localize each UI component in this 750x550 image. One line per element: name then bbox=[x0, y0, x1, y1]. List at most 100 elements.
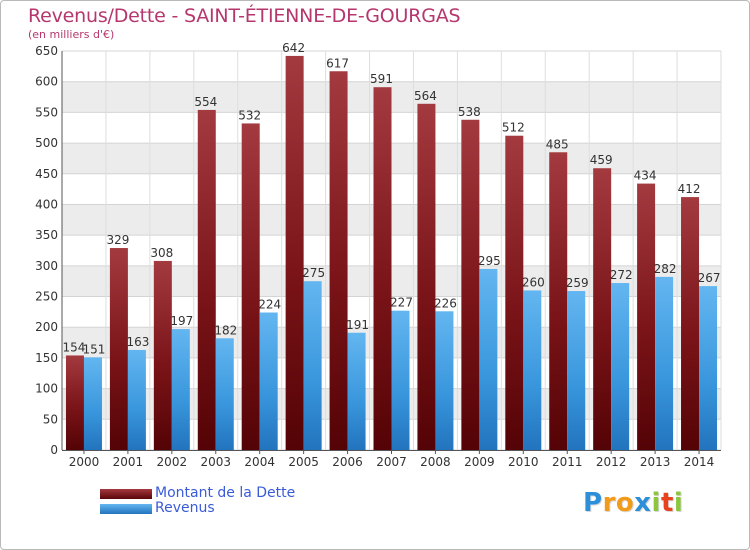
bar-revenus bbox=[655, 276, 674, 450]
logo-letter: o bbox=[615, 488, 635, 518]
y-tick-label: 250 bbox=[35, 290, 58, 304]
data-label-revenus: 182 bbox=[214, 323, 237, 337]
y-tick-label: 200 bbox=[35, 320, 58, 334]
y-tick-label: 550 bbox=[35, 105, 58, 119]
logo-letter: t bbox=[660, 488, 674, 518]
y-tick-label: 650 bbox=[35, 44, 58, 58]
bar-dette bbox=[461, 119, 480, 451]
legend-swatch-revenus bbox=[100, 504, 152, 514]
bar-revenus bbox=[435, 311, 454, 450]
y-tick-label: 100 bbox=[35, 382, 58, 396]
legend-swatch-debt bbox=[100, 489, 152, 499]
bar-revenus bbox=[523, 290, 542, 450]
data-label-revenus: 295 bbox=[478, 254, 501, 268]
bar-dette bbox=[593, 168, 612, 450]
bar-dette bbox=[109, 248, 128, 450]
y-tick-label: 150 bbox=[35, 351, 58, 365]
x-tick-label: 2005 bbox=[288, 455, 319, 469]
chart-title: Revenus/Dette - SAINT-ÉTIENNE-DE-GOURGAS bbox=[28, 5, 461, 27]
data-label-revenus: 275 bbox=[302, 266, 325, 280]
data-label-revenus: 224 bbox=[258, 297, 281, 311]
bar-dette bbox=[197, 109, 216, 450]
y-tick-label: 0 bbox=[50, 443, 58, 457]
data-label-dette: 308 bbox=[150, 246, 173, 260]
data-label-revenus: 272 bbox=[610, 268, 633, 282]
x-tick-label: 2006 bbox=[332, 455, 363, 469]
data-label-dette: 412 bbox=[678, 182, 701, 196]
data-label-revenus: 259 bbox=[566, 276, 589, 290]
bar-revenus bbox=[127, 349, 146, 450]
data-label-dette: 591 bbox=[370, 72, 393, 86]
legend-label-debt: Montant de la Dette bbox=[155, 485, 296, 501]
y-tick-label: 600 bbox=[35, 75, 58, 89]
axes: 0 50 100 150 200 250 300 350 400 450 500 550 600 650 2… bbox=[35, 44, 721, 469]
x-tick-label: 2002 bbox=[157, 455, 188, 469]
bar-dette bbox=[65, 355, 84, 450]
proxiti-logo: Proxiti bbox=[583, 488, 683, 518]
data-label-revenus: 197 bbox=[170, 314, 193, 328]
bar-revenus bbox=[699, 286, 718, 450]
legend-label-revenus: Revenus bbox=[155, 500, 215, 516]
bar-revenus bbox=[171, 329, 190, 450]
data-label-dette: 617 bbox=[326, 56, 349, 70]
x-tick-label: 2007 bbox=[376, 455, 407, 469]
x-tick-label: 2011 bbox=[552, 455, 583, 469]
y-tick-label: 300 bbox=[35, 259, 58, 273]
bar-revenus bbox=[567, 291, 586, 450]
data-label-dette: 554 bbox=[194, 95, 217, 109]
data-label-revenus: 260 bbox=[522, 275, 545, 289]
bar-dette bbox=[505, 135, 524, 451]
data-label-revenus: 282 bbox=[654, 262, 677, 276]
bars bbox=[65, 55, 718, 451]
bar-revenus bbox=[479, 268, 498, 450]
data-label-dette: 512 bbox=[502, 121, 525, 135]
data-label-dette: 154 bbox=[63, 340, 86, 354]
bar-revenus bbox=[611, 283, 630, 450]
logo-letter: r bbox=[602, 488, 616, 518]
logo-letter: i bbox=[673, 488, 684, 518]
data-label-dette: 564 bbox=[414, 89, 437, 103]
logo-letter: P bbox=[583, 488, 603, 518]
bar-dette bbox=[153, 260, 172, 450]
x-tick-label: 2001 bbox=[113, 455, 144, 469]
data-label-revenus: 163 bbox=[126, 335, 149, 349]
y-tick-label: 500 bbox=[35, 136, 58, 150]
x-tick-label: 2009 bbox=[464, 455, 495, 469]
bar-dette bbox=[285, 55, 304, 451]
bar-dette bbox=[637, 183, 656, 451]
bar-dette bbox=[681, 197, 700, 450]
x-tick-label: 2003 bbox=[200, 455, 231, 469]
bar-dette bbox=[329, 71, 348, 450]
data-label-dette: 642 bbox=[282, 41, 305, 55]
data-label-dette: 329 bbox=[106, 233, 129, 247]
bar-dette bbox=[241, 123, 260, 451]
bar-revenus bbox=[215, 338, 234, 450]
data-label-revenus: 227 bbox=[390, 296, 413, 310]
x-tick-label: 2000 bbox=[69, 455, 100, 469]
bar-revenus bbox=[303, 281, 322, 450]
y-tick-label: 350 bbox=[35, 228, 58, 242]
x-tick-label: 2010 bbox=[508, 455, 539, 469]
logo-letter: x bbox=[634, 488, 652, 518]
data-label-dette: 485 bbox=[546, 137, 569, 151]
x-tick-label: 2013 bbox=[640, 455, 671, 469]
data-label-dette: 532 bbox=[238, 108, 261, 122]
x-tick-label: 2008 bbox=[420, 455, 451, 469]
data-label-revenus: 267 bbox=[698, 271, 721, 285]
x-tick-label: 2004 bbox=[244, 455, 275, 469]
data-label-dette: 434 bbox=[634, 169, 657, 183]
chart-unit-label: (en milliers d'€) bbox=[28, 28, 115, 41]
bar-revenus bbox=[391, 310, 410, 450]
x-tick-label: 2012 bbox=[596, 455, 627, 469]
bar-dette bbox=[373, 87, 392, 451]
data-label-revenus: 191 bbox=[346, 318, 369, 332]
data-label-dette: 538 bbox=[458, 105, 481, 119]
data-label-dette: 459 bbox=[590, 153, 613, 167]
bar-revenus bbox=[347, 332, 366, 450]
data-label-revenus: 226 bbox=[434, 296, 457, 310]
x-tick-label: 2014 bbox=[684, 455, 715, 469]
y-tick-label: 400 bbox=[35, 197, 58, 211]
y-tick-label: 450 bbox=[35, 167, 58, 181]
